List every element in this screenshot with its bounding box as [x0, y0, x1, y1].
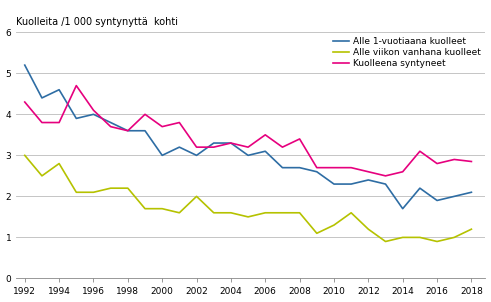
Kuolleena syntyneet	[73, 84, 79, 87]
Alle viikon vanhana kuolleet	[262, 211, 268, 215]
Alle 1-vuotiaana kuolleet	[434, 199, 440, 202]
Kuolleena syntyneet	[39, 121, 45, 124]
Alle 1-vuotiaana kuolleet	[56, 88, 62, 92]
Alle viikon vanhana kuolleet	[451, 236, 457, 239]
Kuolleena syntyneet	[331, 166, 337, 169]
Kuolleena syntyneet	[468, 160, 474, 163]
Line: Kuolleena syntyneet: Kuolleena syntyneet	[25, 85, 471, 176]
Alle viikon vanhana kuolleet	[73, 191, 79, 194]
Alle 1-vuotiaana kuolleet	[193, 153, 199, 157]
Alle viikon vanhana kuolleet	[434, 240, 440, 243]
Kuolleena syntyneet	[365, 170, 371, 174]
Alle 1-vuotiaana kuolleet	[39, 96, 45, 100]
Kuolleena syntyneet	[434, 162, 440, 165]
Kuolleena syntyneet	[22, 100, 27, 104]
Alle viikon vanhana kuolleet	[331, 223, 337, 227]
Kuolleena syntyneet	[159, 125, 165, 128]
Alle viikon vanhana kuolleet	[297, 211, 302, 215]
Alle 1-vuotiaana kuolleet	[176, 145, 182, 149]
Alle viikon vanhana kuolleet	[211, 211, 217, 215]
Alle 1-vuotiaana kuolleet	[22, 63, 27, 67]
Kuolleena syntyneet	[108, 125, 113, 128]
Alle viikon vanhana kuolleet	[279, 211, 285, 215]
Alle viikon vanhana kuolleet	[348, 211, 354, 215]
Alle 1-vuotiaana kuolleet	[245, 153, 251, 157]
Alle 1-vuotiaana kuolleet	[262, 149, 268, 153]
Alle 1-vuotiaana kuolleet	[468, 191, 474, 194]
Alle 1-vuotiaana kuolleet	[142, 129, 148, 133]
Kuolleena syntyneet	[279, 145, 285, 149]
Alle 1-vuotiaana kuolleet	[365, 178, 371, 182]
Kuolleena syntyneet	[193, 145, 199, 149]
Line: Alle 1-vuotiaana kuolleet: Alle 1-vuotiaana kuolleet	[25, 65, 471, 209]
Alle viikon vanhana kuolleet	[108, 186, 113, 190]
Alle viikon vanhana kuolleet	[176, 211, 182, 215]
Alle viikon vanhana kuolleet	[400, 236, 406, 239]
Alle viikon vanhana kuolleet	[228, 211, 234, 215]
Kuolleena syntyneet	[451, 158, 457, 161]
Alle viikon vanhana kuolleet	[365, 227, 371, 231]
Alle viikon vanhana kuolleet	[142, 207, 148, 210]
Kuolleena syntyneet	[125, 129, 131, 133]
Line: Alle viikon vanhana kuolleet: Alle viikon vanhana kuolleet	[25, 155, 471, 242]
Alle 1-vuotiaana kuolleet	[417, 186, 423, 190]
Kuolleena syntyneet	[382, 174, 388, 178]
Alle 1-vuotiaana kuolleet	[314, 170, 320, 174]
Alle viikon vanhana kuolleet	[22, 153, 27, 157]
Alle viikon vanhana kuolleet	[417, 236, 423, 239]
Alle viikon vanhana kuolleet	[125, 186, 131, 190]
Alle viikon vanhana kuolleet	[314, 231, 320, 235]
Alle 1-vuotiaana kuolleet	[348, 182, 354, 186]
Kuolleena syntyneet	[400, 170, 406, 174]
Alle 1-vuotiaana kuolleet	[211, 141, 217, 145]
Kuolleena syntyneet	[262, 133, 268, 137]
Alle 1-vuotiaana kuolleet	[73, 117, 79, 120]
Text: Kuolleita /1 000 syntynyttä  kohti: Kuolleita /1 000 syntynyttä kohti	[16, 17, 178, 27]
Kuolleena syntyneet	[142, 113, 148, 116]
Alle 1-vuotiaana kuolleet	[400, 207, 406, 210]
Alle 1-vuotiaana kuolleet	[382, 182, 388, 186]
Alle viikon vanhana kuolleet	[159, 207, 165, 210]
Kuolleena syntyneet	[228, 141, 234, 145]
Alle 1-vuotiaana kuolleet	[451, 194, 457, 198]
Legend: Alle 1-vuotiaana kuolleet, Alle viikon vanhana kuolleet, Kuolleena syntyneet: Alle 1-vuotiaana kuolleet, Alle viikon v…	[333, 37, 481, 68]
Alle viikon vanhana kuolleet	[56, 162, 62, 165]
Alle 1-vuotiaana kuolleet	[108, 121, 113, 124]
Alle 1-vuotiaana kuolleet	[159, 153, 165, 157]
Alle viikon vanhana kuolleet	[90, 191, 96, 194]
Alle viikon vanhana kuolleet	[193, 194, 199, 198]
Kuolleena syntyneet	[314, 166, 320, 169]
Alle viikon vanhana kuolleet	[245, 215, 251, 219]
Kuolleena syntyneet	[90, 108, 96, 112]
Alle 1-vuotiaana kuolleet	[125, 129, 131, 133]
Alle 1-vuotiaana kuolleet	[279, 166, 285, 169]
Alle viikon vanhana kuolleet	[468, 227, 474, 231]
Kuolleena syntyneet	[176, 121, 182, 124]
Kuolleena syntyneet	[417, 149, 423, 153]
Alle 1-vuotiaana kuolleet	[90, 113, 96, 116]
Kuolleena syntyneet	[211, 145, 217, 149]
Alle 1-vuotiaana kuolleet	[297, 166, 302, 169]
Kuolleena syntyneet	[297, 137, 302, 141]
Kuolleena syntyneet	[348, 166, 354, 169]
Alle viikon vanhana kuolleet	[382, 240, 388, 243]
Alle viikon vanhana kuolleet	[39, 174, 45, 178]
Alle 1-vuotiaana kuolleet	[228, 141, 234, 145]
Kuolleena syntyneet	[56, 121, 62, 124]
Alle 1-vuotiaana kuolleet	[331, 182, 337, 186]
Kuolleena syntyneet	[245, 145, 251, 149]
